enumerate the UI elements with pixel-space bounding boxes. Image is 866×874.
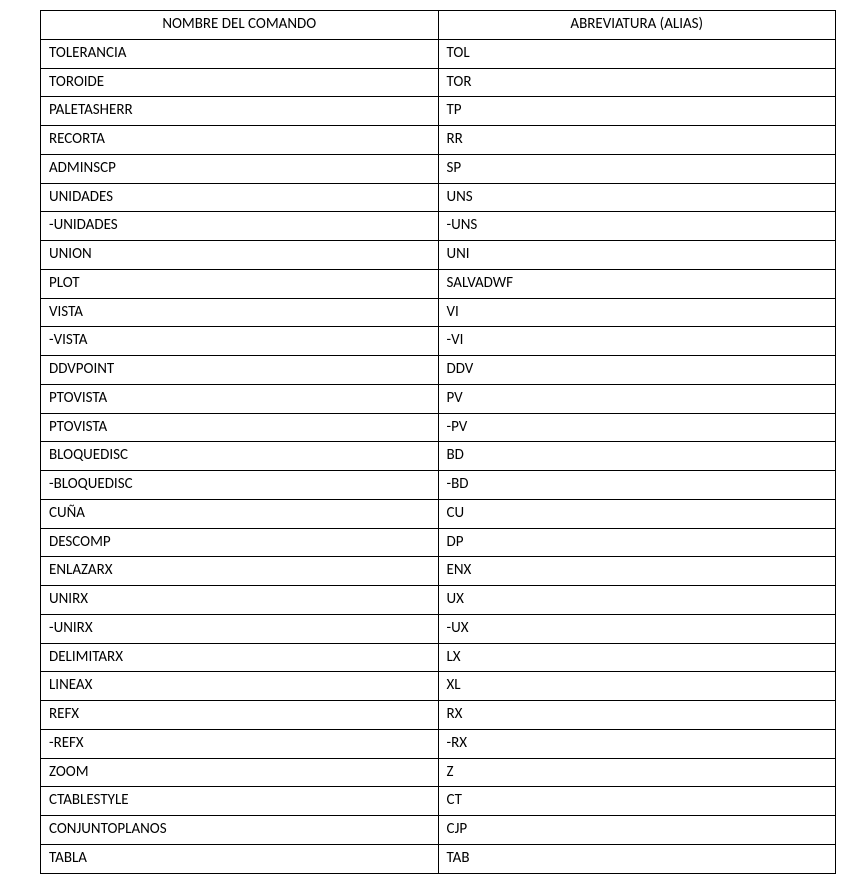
cell-nombre: ENLAZARX: [41, 557, 439, 586]
cell-nombre: UNIDADES: [41, 183, 439, 212]
table-row: VISTAVI: [41, 298, 836, 327]
cell-nombre: LINEAX: [41, 672, 439, 701]
cell-abrev: UNS: [438, 183, 836, 212]
cell-abrev: -RX: [438, 729, 836, 758]
cell-nombre: -UNIDADES: [41, 212, 439, 241]
cell-nombre: -BLOQUEDISC: [41, 471, 439, 500]
cell-nombre: DDVPOINT: [41, 356, 439, 385]
cell-abrev: UX: [438, 586, 836, 615]
table-row: DDVPOINTDDV: [41, 356, 836, 385]
table-row: PALETASHERRTP: [41, 97, 836, 126]
cell-nombre: REFX: [41, 701, 439, 730]
table-row: TABLATAB: [41, 844, 836, 873]
table-row: CTABLESTYLECT: [41, 787, 836, 816]
cell-nombre: CONJUNTOPLANOS: [41, 816, 439, 845]
cell-abrev: TOL: [438, 39, 836, 68]
cell-abrev: XL: [438, 672, 836, 701]
cell-nombre: PTOVISTA: [41, 413, 439, 442]
table-row: PTOVISTA-PV: [41, 413, 836, 442]
cell-abrev: DP: [438, 528, 836, 557]
col-header-abrev: ABREVIATURA (ALIAS): [438, 11, 836, 40]
cell-abrev: SALVADWF: [438, 269, 836, 298]
cell-nombre: PALETASHERR: [41, 97, 439, 126]
cell-nombre: UNIRX: [41, 586, 439, 615]
table-header-row: NOMBRE DEL COMANDO ABREVIATURA (ALIAS): [41, 11, 836, 40]
table-row: DELIMITARXLX: [41, 643, 836, 672]
cell-nombre: VISTA: [41, 298, 439, 327]
cell-abrev: TAB: [438, 844, 836, 873]
cell-abrev: RX: [438, 701, 836, 730]
table-row: PLOTSALVADWF: [41, 269, 836, 298]
cell-nombre: BLOQUEDISC: [41, 442, 439, 471]
cell-abrev: ENX: [438, 557, 836, 586]
commands-table: NOMBRE DEL COMANDO ABREVIATURA (ALIAS) T…: [40, 10, 836, 874]
table-row: -VISTA-VI: [41, 327, 836, 356]
table-row: ADMINSCPSP: [41, 154, 836, 183]
cell-abrev: RR: [438, 126, 836, 155]
cell-abrev: CJP: [438, 816, 836, 845]
cell-abrev: -PV: [438, 413, 836, 442]
table-row: -REFX-RX: [41, 729, 836, 758]
cell-nombre: DELIMITARX: [41, 643, 439, 672]
table-row: TOLERANCIATOL: [41, 39, 836, 68]
col-header-nombre: NOMBRE DEL COMANDO: [41, 11, 439, 40]
table-row: UNIONUNI: [41, 241, 836, 270]
cell-nombre: RECORTA: [41, 126, 439, 155]
cell-nombre: TABLA: [41, 844, 439, 873]
cell-abrev: PV: [438, 384, 836, 413]
page: NOMBRE DEL COMANDO ABREVIATURA (ALIAS) T…: [0, 0, 866, 874]
table-row: -UNIDADES-UNS: [41, 212, 836, 241]
table-row: BLOQUEDISCBD: [41, 442, 836, 471]
cell-abrev: UNI: [438, 241, 836, 270]
cell-nombre: PLOT: [41, 269, 439, 298]
cell-nombre: ZOOM: [41, 758, 439, 787]
table-row: CUÑACU: [41, 499, 836, 528]
table-body: TOLERANCIATOLTOROIDETORPALETASHERRTPRECO…: [41, 39, 836, 873]
cell-abrev: Z: [438, 758, 836, 787]
table-row: UNIRXUX: [41, 586, 836, 615]
cell-abrev: LX: [438, 643, 836, 672]
table-row: REFXRX: [41, 701, 836, 730]
cell-abrev: -UNS: [438, 212, 836, 241]
cell-abrev: TP: [438, 97, 836, 126]
cell-nombre: -VISTA: [41, 327, 439, 356]
cell-abrev: TOR: [438, 68, 836, 97]
cell-nombre: TOROIDE: [41, 68, 439, 97]
table-row: -BLOQUEDISC-BD: [41, 471, 836, 500]
cell-abrev: SP: [438, 154, 836, 183]
table-header: NOMBRE DEL COMANDO ABREVIATURA (ALIAS): [41, 11, 836, 40]
cell-abrev: CT: [438, 787, 836, 816]
cell-abrev: CU: [438, 499, 836, 528]
cell-nombre: CUÑA: [41, 499, 439, 528]
table-row: PTOVISTAPV: [41, 384, 836, 413]
cell-nombre: -REFX: [41, 729, 439, 758]
table-row: ZOOMZ: [41, 758, 836, 787]
cell-nombre: CTABLESTYLE: [41, 787, 439, 816]
cell-nombre: -UNIRX: [41, 614, 439, 643]
cell-abrev: BD: [438, 442, 836, 471]
cell-nombre: ADMINSCP: [41, 154, 439, 183]
cell-abrev: -UX: [438, 614, 836, 643]
table-row: TOROIDETOR: [41, 68, 836, 97]
cell-nombre: TOLERANCIA: [41, 39, 439, 68]
cell-nombre: DESCOMP: [41, 528, 439, 557]
table-row: DESCOMPDP: [41, 528, 836, 557]
table-row: UNIDADESUNS: [41, 183, 836, 212]
table-row: ENLAZARXENX: [41, 557, 836, 586]
cell-abrev: -BD: [438, 471, 836, 500]
cell-nombre: UNION: [41, 241, 439, 270]
table-row: LINEAXXL: [41, 672, 836, 701]
table-row: CONJUNTOPLANOSCJP: [41, 816, 836, 845]
cell-abrev: -VI: [438, 327, 836, 356]
cell-abrev: VI: [438, 298, 836, 327]
cell-nombre: PTOVISTA: [41, 384, 439, 413]
table-row: RECORTARR: [41, 126, 836, 155]
table-row: -UNIRX-UX: [41, 614, 836, 643]
cell-abrev: DDV: [438, 356, 836, 385]
